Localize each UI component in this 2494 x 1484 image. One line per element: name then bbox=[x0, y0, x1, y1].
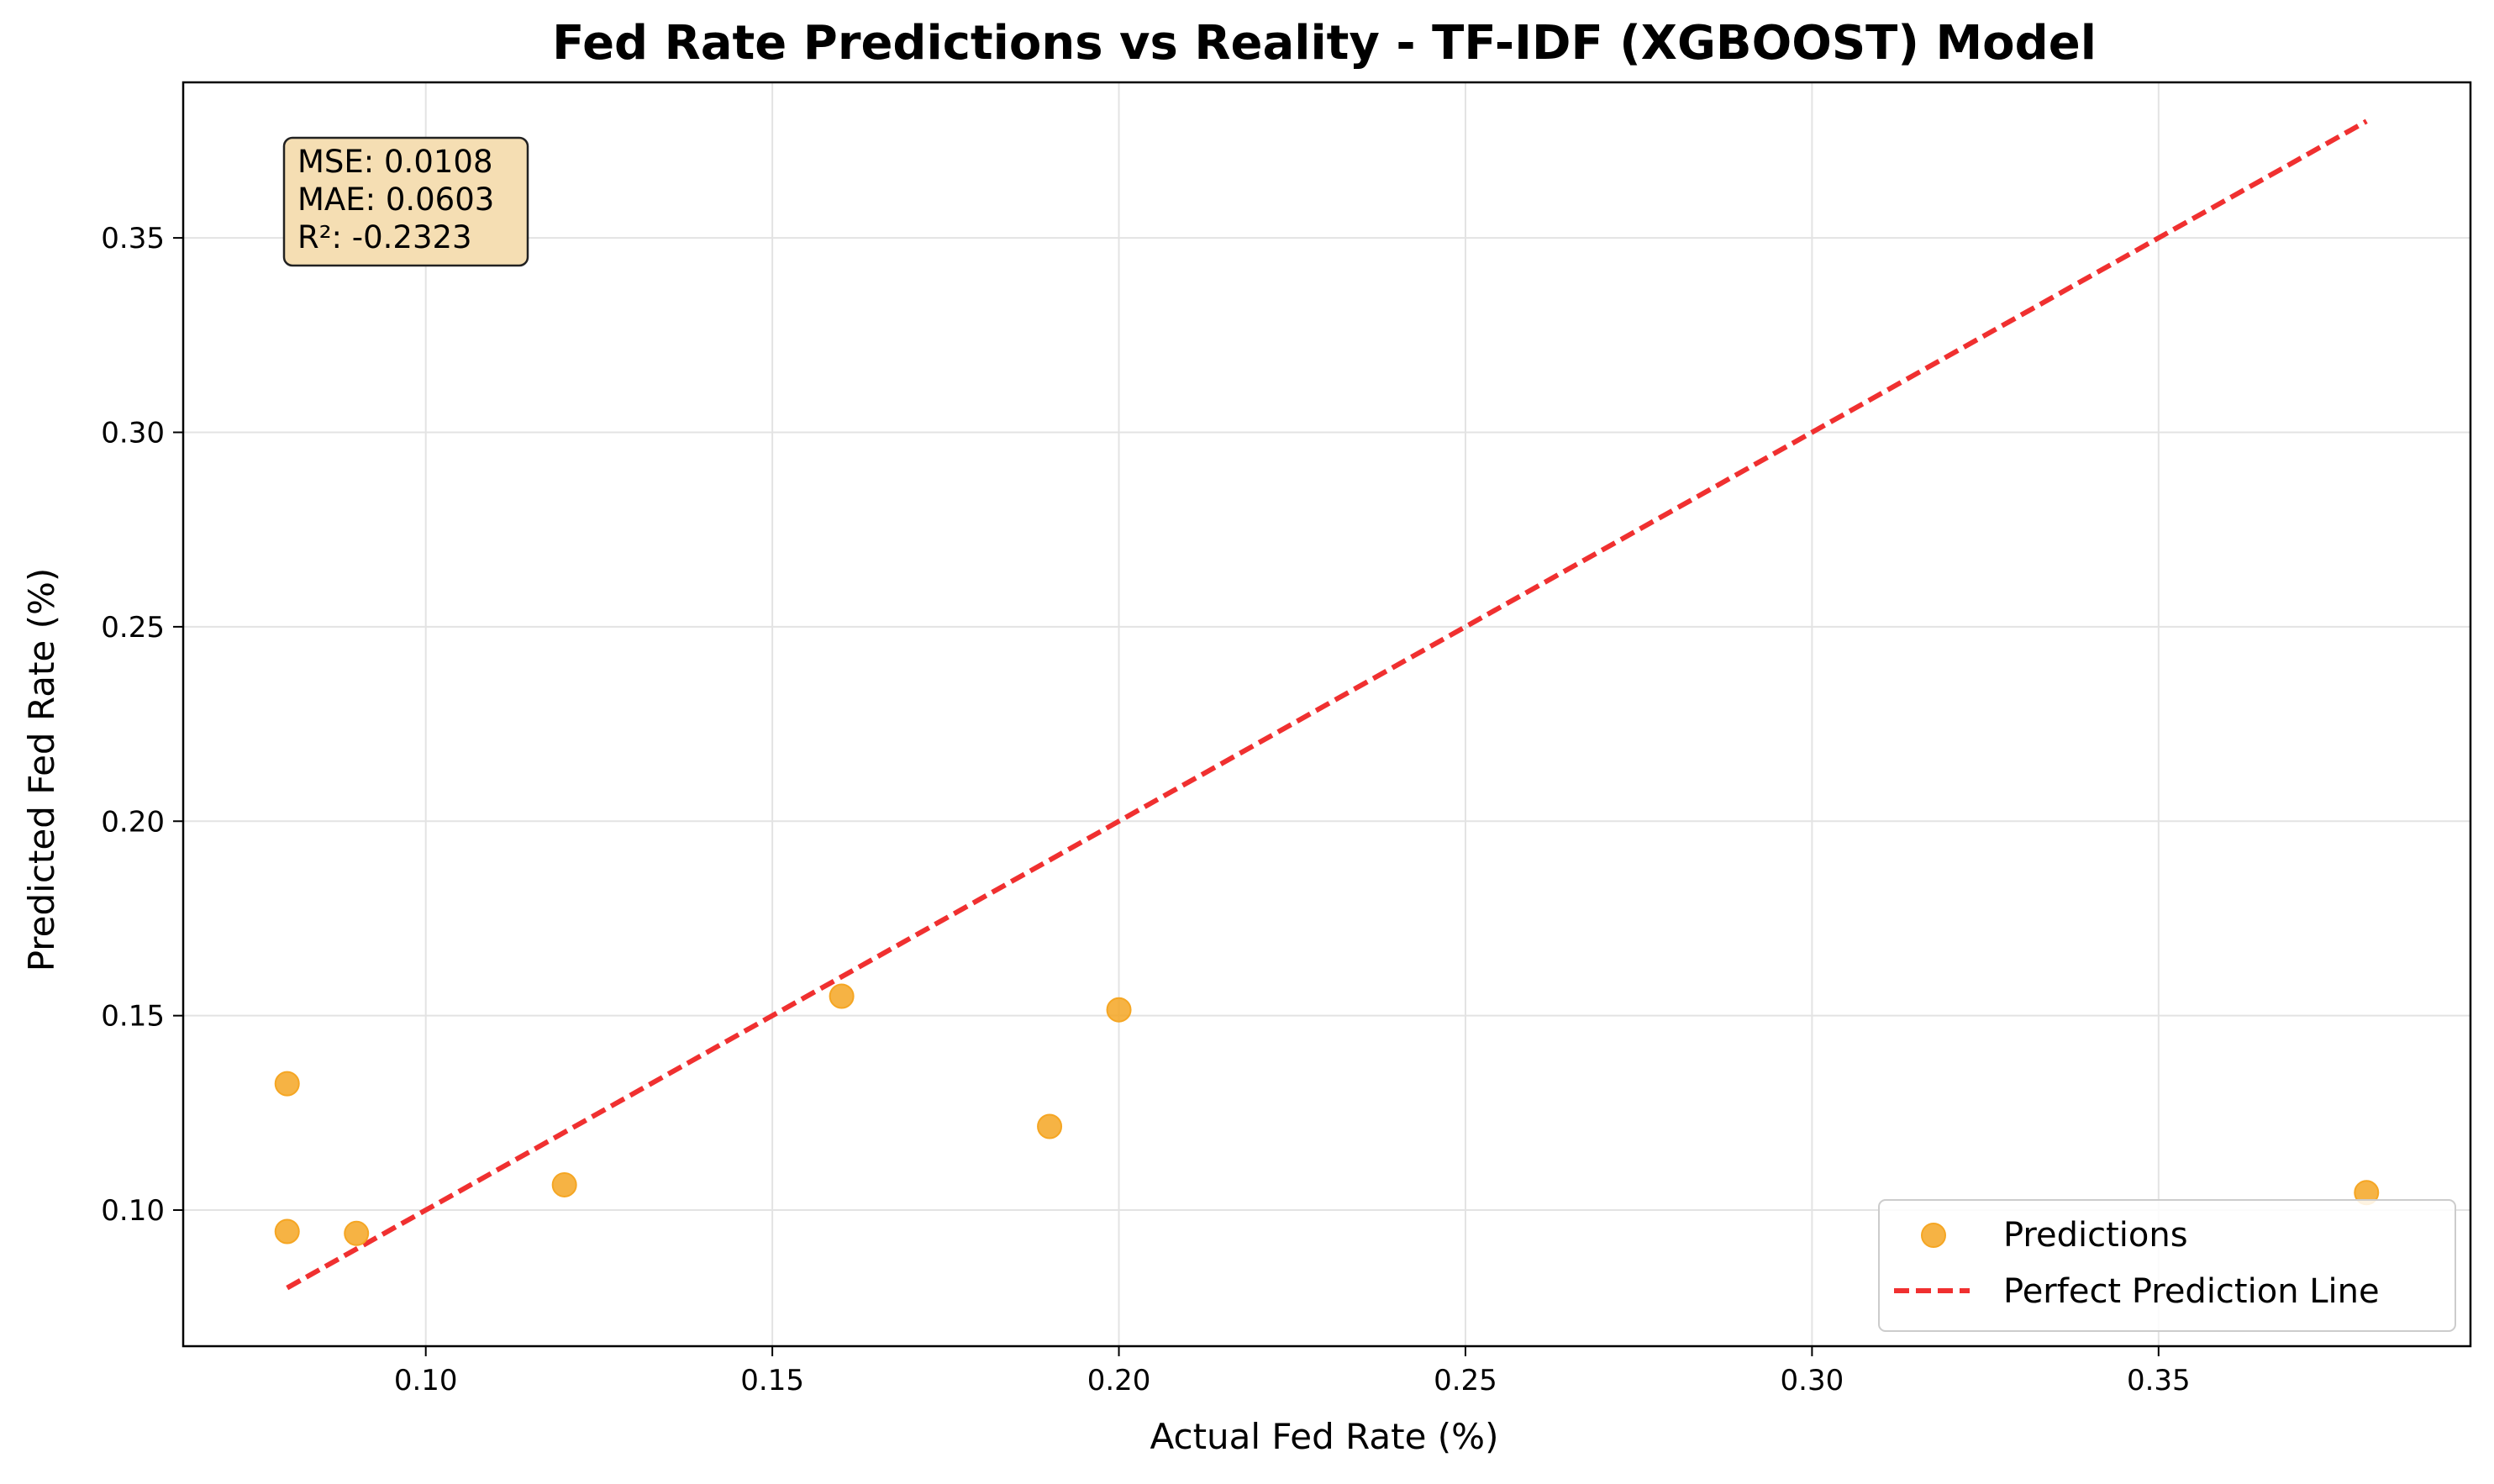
prediction-point bbox=[1106, 997, 1132, 1023]
legend-marker-predictions bbox=[1921, 1223, 1946, 1248]
metrics-annotation-box: MSE: 0.0108 MAE: 0.0603 R²: -0.2323 bbox=[282, 136, 529, 267]
x-axis-ticks: 0.10 0.15 0.20 0.25 0.30 0.35 bbox=[394, 1346, 2191, 1397]
perfect-prediction-dashed-line bbox=[286, 118, 2368, 1291]
prediction-points bbox=[274, 983, 2380, 1246]
x-tick-label: 0.25 bbox=[1434, 1364, 1497, 1397]
x-tick-label: 0.10 bbox=[394, 1364, 458, 1397]
plot-frame bbox=[182, 81, 2472, 1348]
metrics-annotation-background bbox=[282, 136, 529, 267]
legend-label-perfect-line: Perfect Prediction Line bbox=[2003, 1272, 2380, 1311]
legend-label-predictions: Predictions bbox=[2003, 1216, 2188, 1255]
y-tick-label: 0.10 bbox=[101, 1194, 165, 1228]
legend: Predictions Perfect Prediction Line bbox=[1878, 1199, 2456, 1332]
y-tick-label: 0.25 bbox=[101, 611, 165, 645]
x-tick-label: 0.15 bbox=[740, 1364, 804, 1397]
prediction-point bbox=[274, 1071, 300, 1097]
perfect-prediction-line bbox=[286, 118, 2368, 1291]
metrics-mae-text: MAE: 0.0603 bbox=[297, 182, 494, 218]
y-tick-label: 0.35 bbox=[101, 222, 165, 255]
prediction-point bbox=[344, 1220, 370, 1246]
metrics-mse-text: MSE: 0.0108 bbox=[297, 144, 492, 180]
y-tick-label: 0.30 bbox=[101, 416, 165, 450]
grid bbox=[183, 82, 2470, 1346]
legend-frame bbox=[1878, 1199, 2456, 1332]
y-axis-ticks: 0.10 0.15 0.20 0.25 0.30 0.35 bbox=[101, 222, 183, 1228]
x-axis-label: Actual Fed Rate (%) bbox=[1150, 1416, 1499, 1457]
x-tick-label: 0.35 bbox=[2127, 1364, 2191, 1397]
y-tick-label: 0.15 bbox=[101, 1000, 165, 1034]
prediction-point bbox=[551, 1171, 577, 1197]
y-tick-label: 0.20 bbox=[101, 805, 165, 839]
metrics-r2-text: R²: -0.2323 bbox=[297, 219, 472, 255]
prediction-point bbox=[829, 983, 855, 1009]
chart-title: Fed Rate Predictions vs Reality - TF-IDF… bbox=[552, 16, 2097, 71]
y-axis-label: Predicted Fed Rate (%) bbox=[21, 568, 62, 972]
prediction-point bbox=[274, 1218, 300, 1245]
x-tick-label: 0.20 bbox=[1087, 1364, 1151, 1397]
x-tick-label: 0.30 bbox=[1781, 1364, 1844, 1397]
prediction-point bbox=[1037, 1113, 1063, 1139]
